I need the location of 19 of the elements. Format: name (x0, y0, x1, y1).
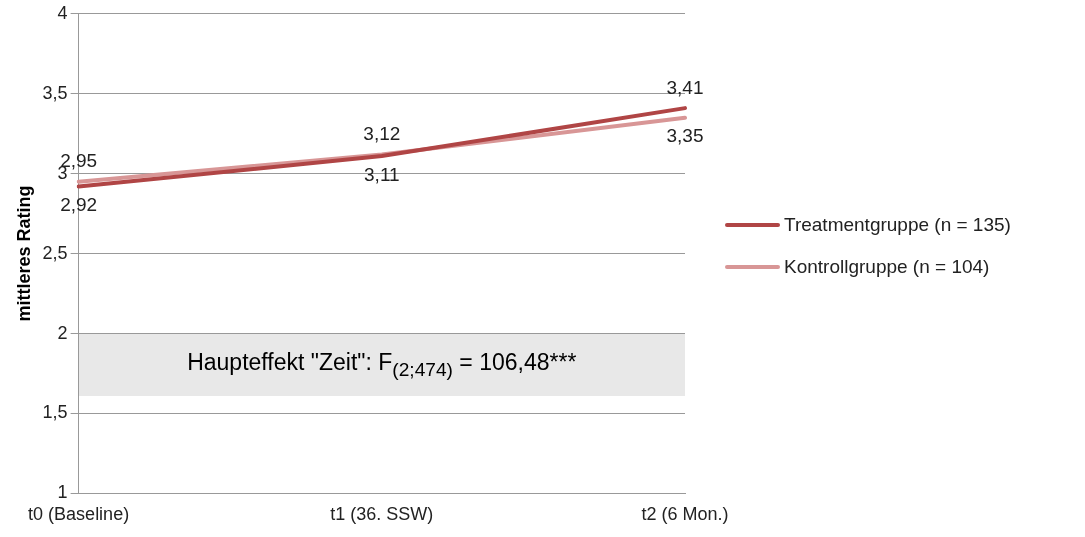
y-tick-label: 2,5 (42, 242, 68, 263)
annotation: Haupteffekt "Zeit": F$_{(2;474)}$ = 106,48*** (187, 348, 577, 381)
y-tick-label: 2 (57, 322, 68, 343)
y-tick-label: 1 (57, 482, 68, 503)
x-tick-label: t0 (Baseline) (28, 504, 130, 525)
data-label: 3,11 (364, 163, 400, 185)
legend-label: Treatmentgruppe (n = 135) (784, 213, 1011, 236)
y-axis-title: mittleres Rating (13, 185, 34, 322)
y-tick-label: 4 (57, 2, 68, 23)
data-label: 3,41 (666, 76, 704, 98)
data-label: 3,12 (363, 123, 401, 145)
data-label: 2,92 (60, 194, 98, 216)
x-tick-label: t2 (6 Mon.) (641, 504, 729, 525)
y-tick-label: 3,5 (42, 82, 68, 103)
data-label: 3,35 (666, 125, 704, 147)
x-tick-label: t1 (36. SSW) (330, 504, 434, 525)
y-tick-label: 1,5 (42, 402, 68, 423)
legend-label: Kontrollgruppe (n = 104) (784, 255, 990, 278)
note-box: Haupteffekt "Zeit": F$_{(2;474)}$ = 106,48*** (78, 333, 685, 396)
